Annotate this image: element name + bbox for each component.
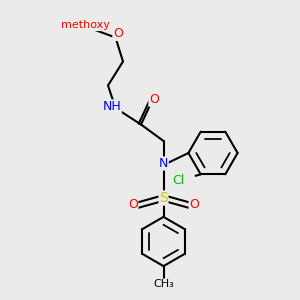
Text: O: O [149,93,159,106]
Text: Cl: Cl [173,174,185,187]
Text: O: O [128,197,138,211]
Text: NH: NH [103,100,121,113]
Text: methoxy: methoxy [61,20,110,31]
Text: CH₃: CH₃ [153,279,174,289]
Text: O: O [113,27,123,40]
Text: O: O [189,197,199,211]
Text: S: S [159,191,168,205]
Text: N: N [159,157,168,170]
